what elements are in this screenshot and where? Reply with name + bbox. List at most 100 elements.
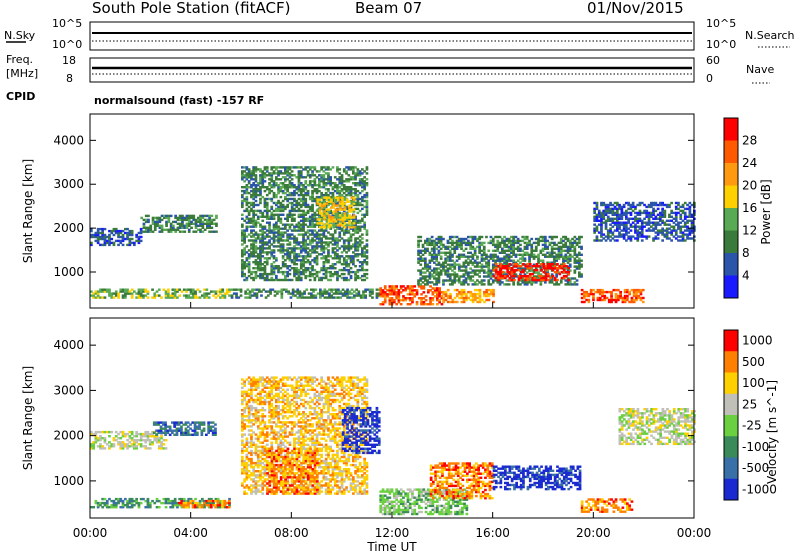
echo-cell [390, 289, 394, 292]
echo-cell [299, 176, 303, 179]
echo-cell [679, 231, 683, 234]
echo-cell [142, 294, 145, 297]
echo-cell [606, 235, 610, 238]
echo-cell [455, 263, 459, 266]
echo-cell [259, 178, 262, 181]
echo-cell [299, 203, 303, 207]
echo-cell [331, 199, 335, 203]
echo-cell [241, 235, 244, 238]
echo-cell [308, 195, 312, 199]
echo-cell [464, 273, 468, 276]
echo-cell [358, 197, 362, 201]
echo-cell [606, 219, 610, 222]
echo-cell [158, 224, 162, 227]
echo-cell [201, 214, 205, 218]
echo-cell [124, 497, 127, 501]
echo-cell [627, 211, 630, 215]
echo-cell [358, 243, 362, 246]
echo-cell [270, 276, 274, 280]
echo-cell [383, 299, 387, 302]
echo-cell [557, 251, 561, 254]
echo-cell [474, 296, 477, 300]
station-title: South Pole Station (fitACF) [92, 0, 290, 17]
echo-cell [293, 199, 296, 203]
echo-cell [531, 272, 534, 276]
echo-cell [333, 221, 337, 224]
echo-cell [320, 233, 323, 236]
echo-cell [182, 497, 186, 501]
echo-cell [614, 300, 618, 304]
echo-cell [426, 265, 429, 268]
echo-cell [281, 223, 285, 226]
echo-cell [284, 172, 287, 175]
echo-cell [259, 189, 262, 193]
echo-cell [295, 272, 299, 276]
echo-cell [325, 224, 329, 227]
echo-cell [302, 272, 305, 276]
echo-cell [603, 290, 607, 294]
echo-cell [547, 263, 550, 266]
echo-cell [428, 239, 432, 243]
echo-cell [365, 239, 369, 242]
echo-cell [302, 217, 305, 220]
echo-cell [417, 285, 421, 288]
echo-cell [279, 267, 283, 270]
echo-cell [310, 288, 313, 291]
echo-cell [480, 298, 484, 302]
echo-cell [550, 255, 554, 258]
echo-cell [297, 278, 301, 282]
echo-cell [254, 245, 258, 248]
echo-cell [455, 235, 459, 239]
echo-cell [358, 219, 362, 222]
echo-cell [272, 267, 276, 270]
echo-cell [340, 276, 344, 280]
echo-cell [604, 209, 608, 213]
echo-cell [343, 294, 347, 297]
echo-cell [631, 201, 635, 205]
echo-cell [352, 223, 355, 226]
echo-cell [683, 223, 687, 226]
echo-cell [457, 267, 461, 270]
echo-cell [451, 239, 454, 243]
echo-cell [347, 189, 351, 193]
echo-cell [99, 237, 102, 241]
echo-cell [277, 215, 280, 218]
echo-cell [365, 191, 369, 195]
echo-cell [320, 249, 323, 252]
echo-cell [356, 197, 360, 201]
echo-cell [342, 247, 346, 250]
echo-cell [575, 283, 579, 286]
echo-cell [261, 233, 265, 236]
echo-cell [153, 220, 157, 224]
echo-cell [362, 294, 365, 297]
echo-cell [286, 247, 289, 250]
echo-cell [199, 228, 202, 231]
echo-cell [172, 220, 175, 224]
echo-cell [331, 263, 335, 266]
echo-cell [593, 223, 596, 226]
echo-cell [566, 237, 570, 241]
echo-cell [358, 229, 362, 232]
echo-cell [284, 231, 287, 234]
echo-cell [442, 269, 445, 272]
echo-cell [464, 243, 468, 247]
echo-cell [288, 174, 292, 177]
echo-cell [426, 283, 429, 286]
echo-cell [516, 241, 520, 245]
echo-cell [636, 237, 640, 240]
echo-cell [436, 303, 439, 306]
echo-cell [528, 255, 531, 258]
echo-cell [494, 253, 497, 256]
echo-cell [437, 241, 441, 245]
echo-cell [356, 193, 360, 197]
echo-cell [643, 203, 646, 207]
echo-cell [573, 283, 577, 286]
echo-cell [501, 239, 504, 243]
echo-cell [308, 241, 312, 244]
echo-cell [600, 201, 603, 205]
echo-cell [259, 180, 262, 183]
echo-cell [342, 186, 346, 189]
echo-cell [377, 288, 381, 291]
echo-cell [686, 221, 689, 224]
echo-cell [402, 295, 405, 298]
